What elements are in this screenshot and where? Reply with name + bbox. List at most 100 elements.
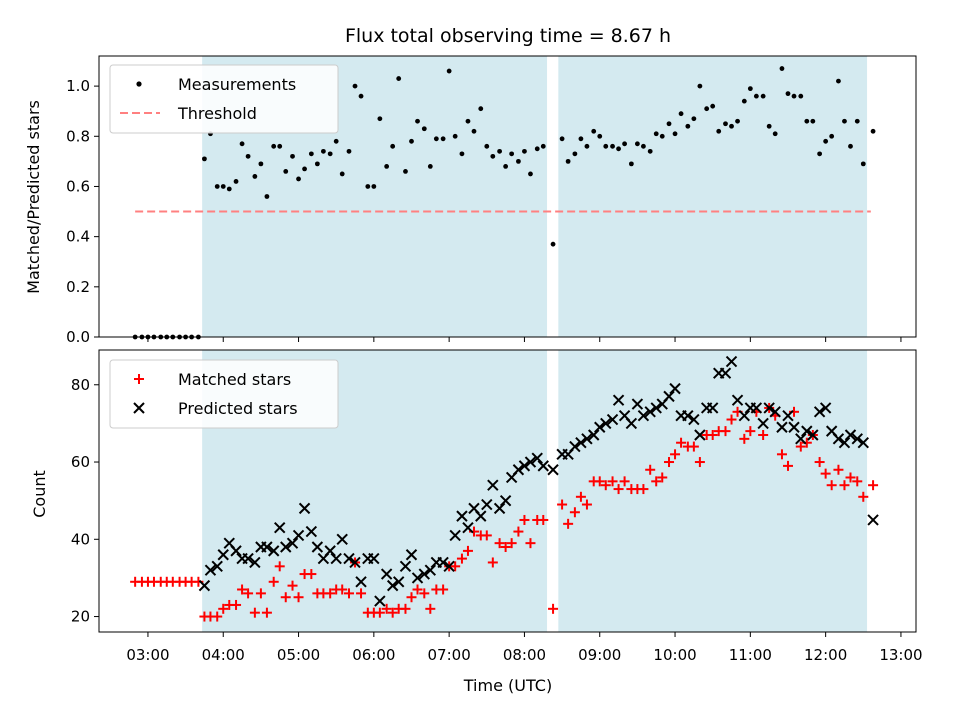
matched-point [688, 441, 699, 452]
predicted-point [261, 541, 273, 553]
predicted-point [547, 464, 559, 476]
matched-point [619, 476, 630, 487]
matched-point [638, 484, 649, 495]
matched-point [481, 530, 492, 541]
measurement-point [842, 118, 847, 124]
matched-point [500, 542, 511, 553]
y-tick-label: 20 [71, 608, 90, 626]
y-tick-label: 40 [71, 530, 90, 548]
predicted-point [411, 572, 424, 584]
measurement-point [616, 146, 621, 152]
measurement-point [647, 148, 653, 154]
measurement-point [628, 161, 634, 167]
measurement-point [484, 143, 490, 149]
measurement-point [578, 136, 584, 142]
predicted-point [386, 579, 399, 592]
predicted-point [807, 429, 819, 441]
matched-point [525, 538, 536, 549]
measurement-point [860, 161, 866, 167]
measurement-point [433, 136, 439, 142]
predicted-point [355, 576, 367, 588]
count-legend: Matched stars Predicted stars [109, 359, 339, 429]
measurement-point [723, 121, 728, 127]
matched-point [720, 426, 731, 437]
measurement-point [659, 133, 665, 139]
predicted-point [493, 502, 506, 515]
matched-point [506, 538, 517, 549]
measurement-point [327, 151, 333, 157]
predicted-point [588, 429, 600, 441]
matched-point [776, 449, 787, 460]
matched-point [293, 592, 304, 603]
predicted-point [267, 545, 280, 557]
predicted-point [380, 568, 393, 580]
matched-point [406, 592, 417, 603]
predicted-point [475, 510, 487, 522]
predicted-point [330, 552, 342, 565]
measurement-point [396, 76, 402, 81]
measurement-point [214, 184, 220, 189]
measurement-point [610, 143, 615, 149]
measurement-point [559, 136, 565, 142]
matched-point [657, 472, 668, 483]
predicted-point [750, 402, 763, 414]
predicted-point [456, 510, 468, 522]
count-panel: 20 40 60 80 03:00 04:00 05:00 06:00 07:00 08:00 09… [30, 349, 923, 695]
predicted-point [763, 402, 775, 414]
matched-point [607, 476, 618, 487]
measurement-point [716, 128, 722, 134]
measurement-point [591, 128, 597, 134]
measurement-point [264, 194, 270, 199]
predicted-point [343, 552, 355, 565]
predicted-point [819, 402, 832, 414]
measurement-point [678, 111, 684, 117]
measurement-point [390, 143, 396, 149]
predicted-point [706, 402, 719, 414]
y-tick-label: 80 [71, 376, 90, 394]
measurement-point [226, 186, 232, 192]
measurement-point [672, 131, 678, 137]
matched-point [694, 457, 705, 468]
matched-point [400, 603, 411, 614]
y-tick-label: 1.0 [66, 77, 90, 95]
predicted-point [682, 409, 694, 422]
matched-point [575, 491, 586, 502]
x-tick-label: 11:00 [729, 646, 772, 664]
measurement-point [760, 93, 766, 99]
matched-point [833, 464, 844, 475]
matched-point [820, 468, 831, 479]
legend-measurements-label: Measurements [178, 75, 296, 94]
y-tick-label: 0.4 [66, 228, 90, 246]
measurement-point [791, 93, 797, 99]
predicted-point [769, 406, 781, 418]
ratio-legend-box [109, 64, 339, 134]
predicted-point [211, 560, 223, 573]
plot-frame [98, 349, 917, 633]
matched-point [343, 588, 354, 599]
predicted-point [694, 429, 706, 441]
measurement-point [446, 68, 452, 74]
measurement-point [459, 151, 465, 157]
matched-point [845, 472, 856, 483]
predicted-point [612, 394, 625, 406]
measurement-point [384, 163, 390, 169]
matched-point [519, 514, 530, 525]
matched-point [268, 576, 279, 587]
matched-point [494, 538, 505, 549]
predicted-point [637, 409, 650, 422]
matched-point [858, 491, 869, 502]
predicted-point [242, 552, 254, 565]
measurement-point [403, 169, 408, 174]
predicted-point [443, 560, 455, 573]
x-tick-label: 07:00 [428, 646, 471, 664]
measurement-point [302, 166, 307, 172]
predicted-point [719, 367, 732, 379]
matched-point [814, 457, 825, 468]
matched-point [261, 607, 272, 618]
predicted-point [518, 460, 531, 472]
matched-point [726, 414, 737, 425]
measurement-point [290, 153, 295, 159]
predicted-point [204, 564, 217, 576]
measurement-point [572, 151, 578, 157]
predicted-point [292, 529, 305, 542]
